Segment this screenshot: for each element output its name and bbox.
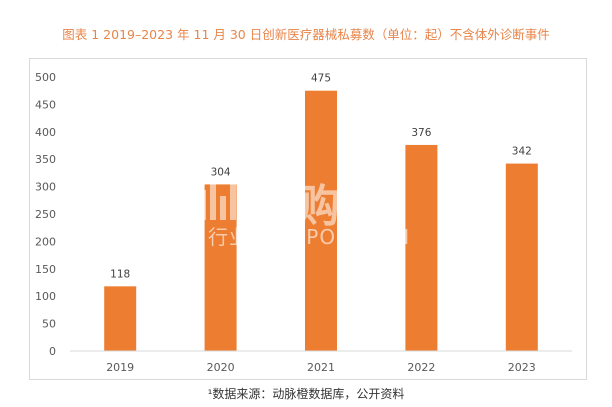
chart-caption: 图表 1 2019–2023 年 11 月 30 日创新医疗器械私募数（单位：起… — [62, 27, 550, 42]
x-tick-label: 2019 — [106, 361, 134, 374]
bar — [305, 90, 337, 351]
y-tick-label: 450 — [35, 98, 56, 111]
chart-frame — [29, 58, 587, 380]
bar-value-label: 304 — [211, 166, 231, 178]
y-tick-label: 350 — [35, 153, 56, 166]
source-note: ¹数据来源：动脉橙数据库，公开资料 — [207, 387, 405, 401]
y-tick-label: 0 — [49, 345, 56, 358]
x-tick-label: 2022 — [407, 361, 435, 374]
y-tick-label: 250 — [35, 208, 56, 221]
watermark-subtext: 行业报告 IPOIPO.CN — [208, 225, 411, 249]
y-tick-label: 50 — [42, 318, 56, 331]
watermark-logo-icon — [200, 178, 236, 220]
bar — [505, 163, 538, 351]
y-tick-label: 150 — [35, 263, 56, 276]
bar-value-label: 376 — [411, 127, 431, 139]
x-tick-label: 2021 — [307, 361, 335, 374]
bar-value-label: 475 — [311, 73, 331, 85]
bar — [104, 286, 137, 351]
y-tick-label: 100 — [35, 290, 56, 303]
x-tick-label: 2023 — [508, 361, 536, 374]
bar-value-label: 342 — [512, 146, 532, 158]
bar-value-label: 118 — [110, 268, 130, 280]
y-tick-label: 200 — [35, 235, 56, 248]
y-tick-label: 400 — [35, 126, 56, 139]
watermark-text: 并购家 — [251, 181, 386, 232]
bar — [405, 144, 438, 351]
y-tick-label: 500 — [35, 71, 56, 84]
y-tick-label: 300 — [35, 181, 56, 194]
x-tick-label: 2020 — [207, 361, 235, 374]
